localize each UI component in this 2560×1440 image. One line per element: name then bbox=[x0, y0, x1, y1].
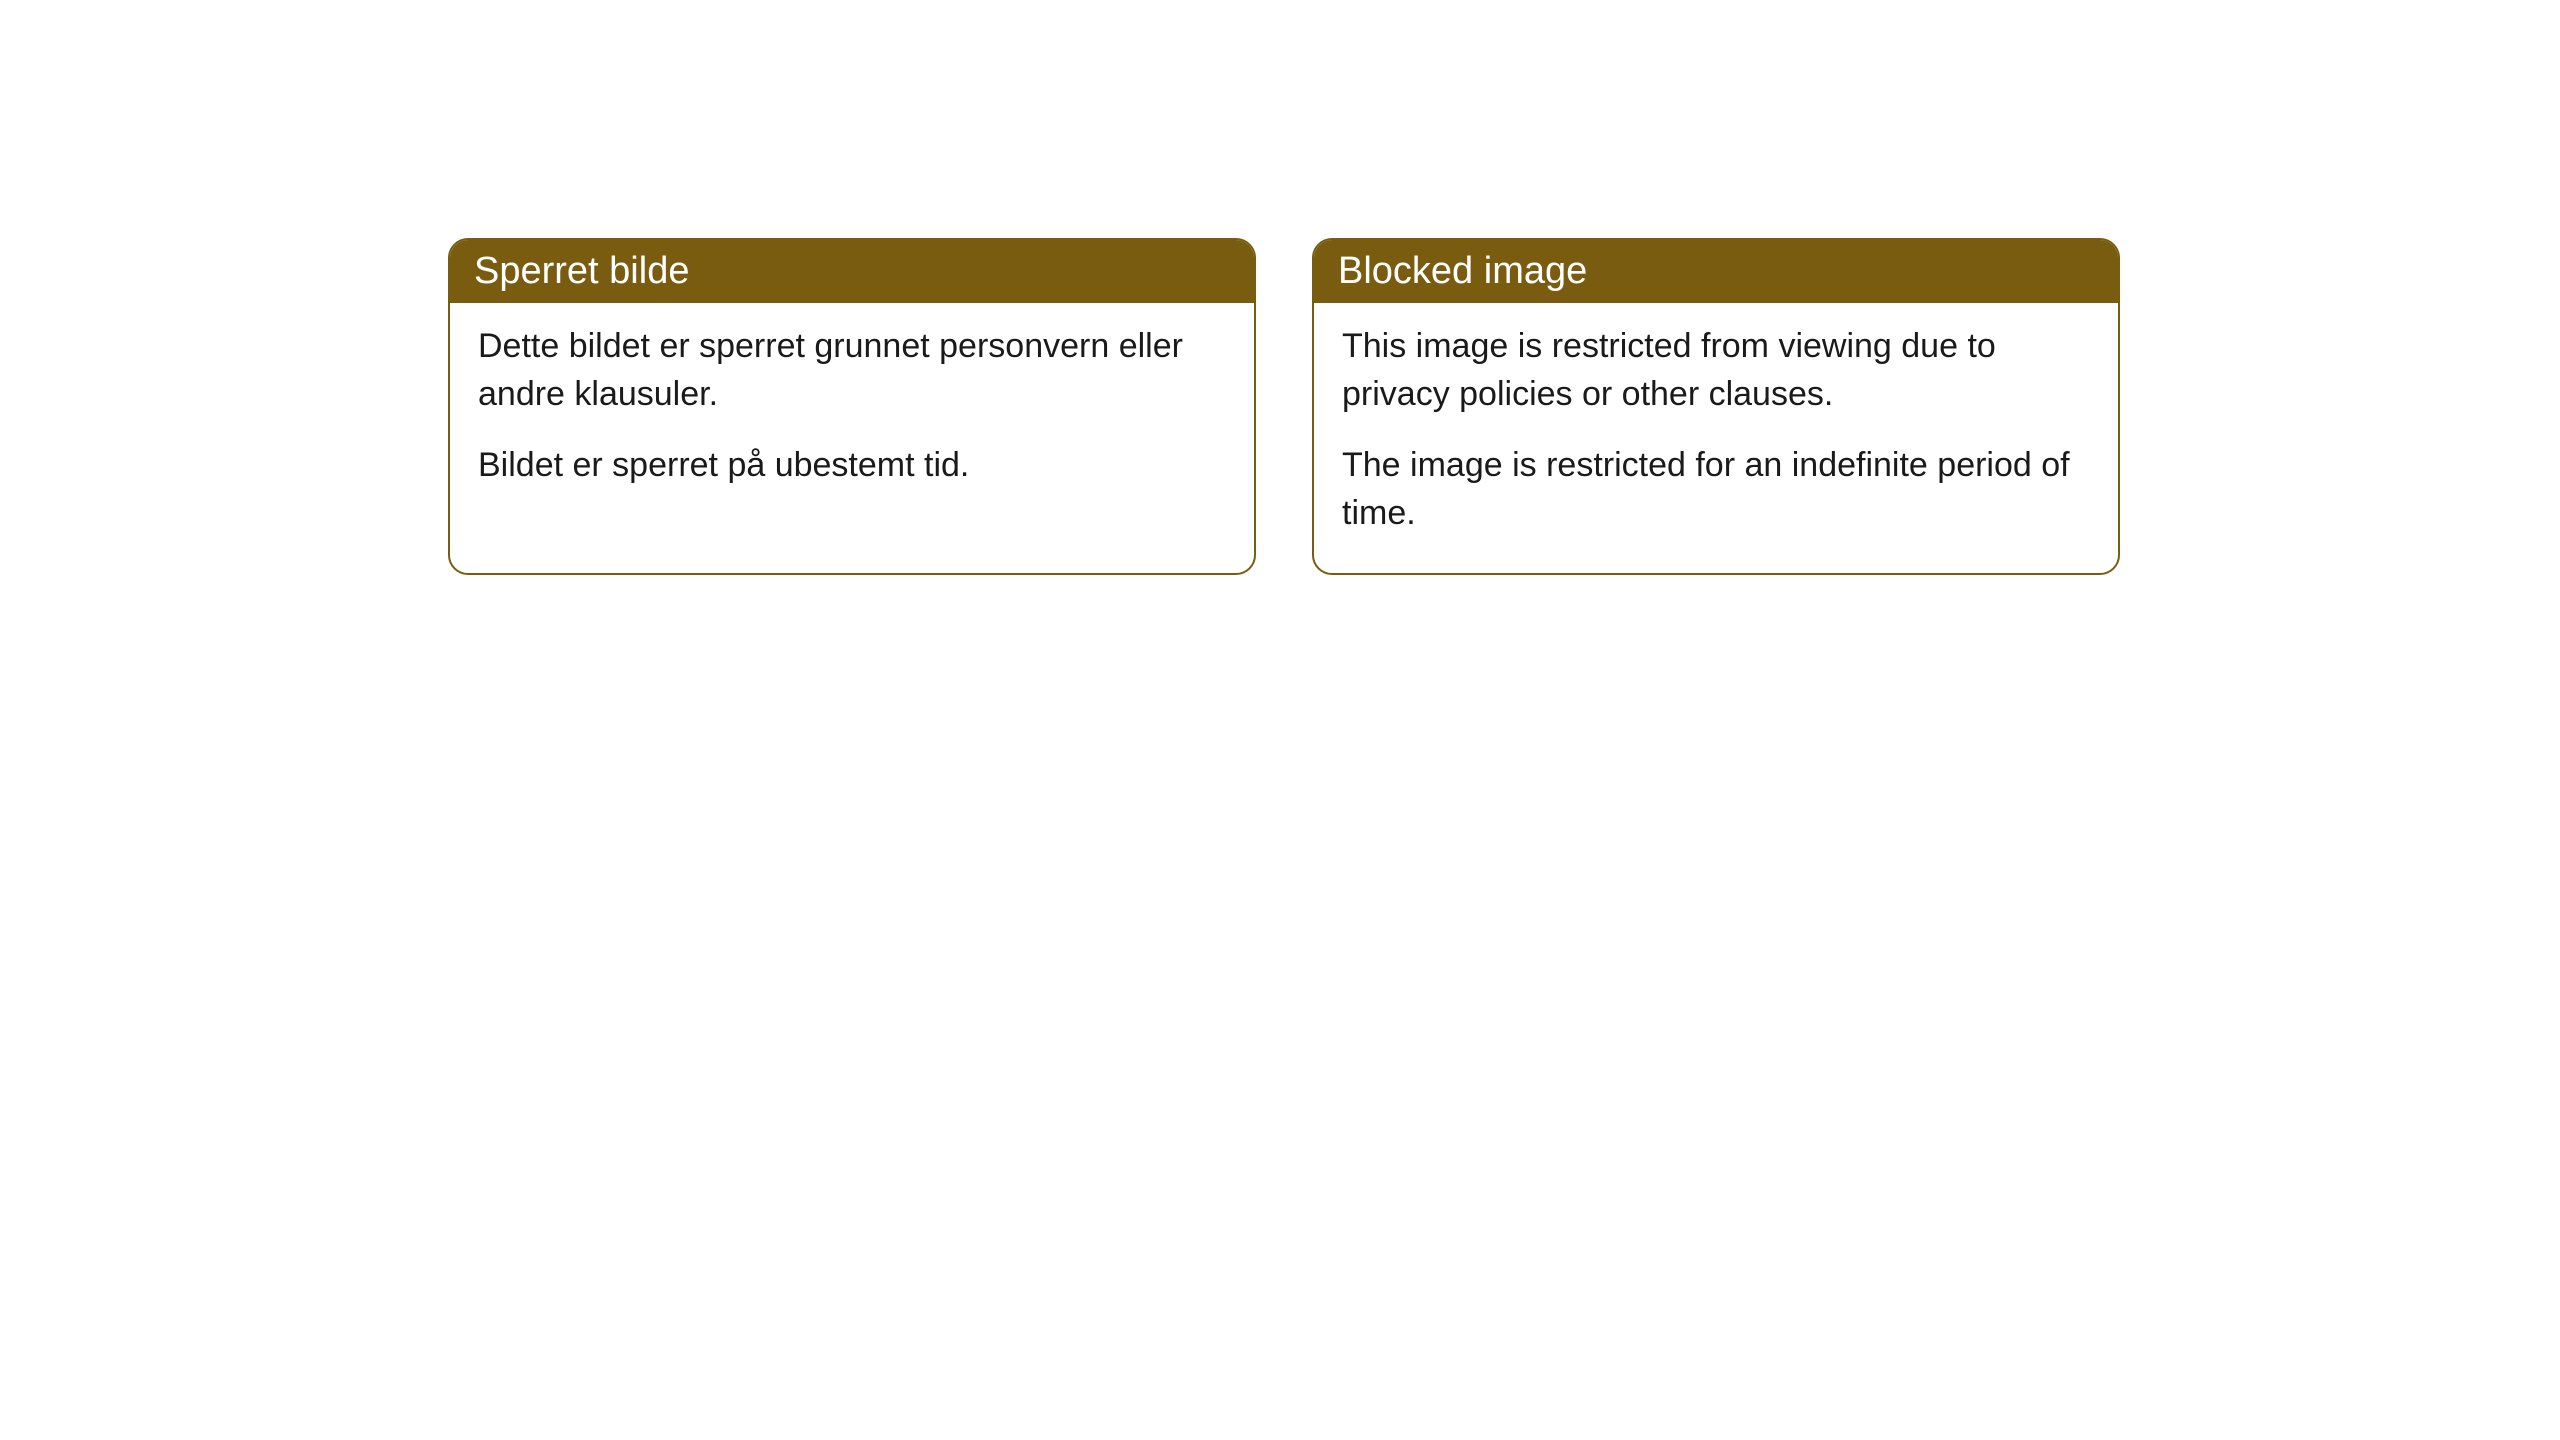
card-header-norwegian: Sperret bilde bbox=[450, 240, 1254, 303]
notice-cards-container: Sperret bilde Dette bildet er sperret gr… bbox=[448, 238, 2120, 575]
card-body-norwegian: Dette bildet er sperret grunnet personve… bbox=[450, 303, 1254, 526]
notice-card-english: Blocked image This image is restricted f… bbox=[1312, 238, 2120, 575]
card-header-english: Blocked image bbox=[1314, 240, 2118, 303]
card-paragraph-1: Dette bildet er sperret grunnet personve… bbox=[478, 323, 1226, 418]
card-body-english: This image is restricted from viewing du… bbox=[1314, 303, 2118, 573]
card-paragraph-2: The image is restricted for an indefinit… bbox=[1342, 442, 2090, 537]
card-paragraph-2: Bildet er sperret på ubestemt tid. bbox=[478, 442, 1226, 490]
notice-card-norwegian: Sperret bilde Dette bildet er sperret gr… bbox=[448, 238, 1256, 575]
card-paragraph-1: This image is restricted from viewing du… bbox=[1342, 323, 2090, 418]
